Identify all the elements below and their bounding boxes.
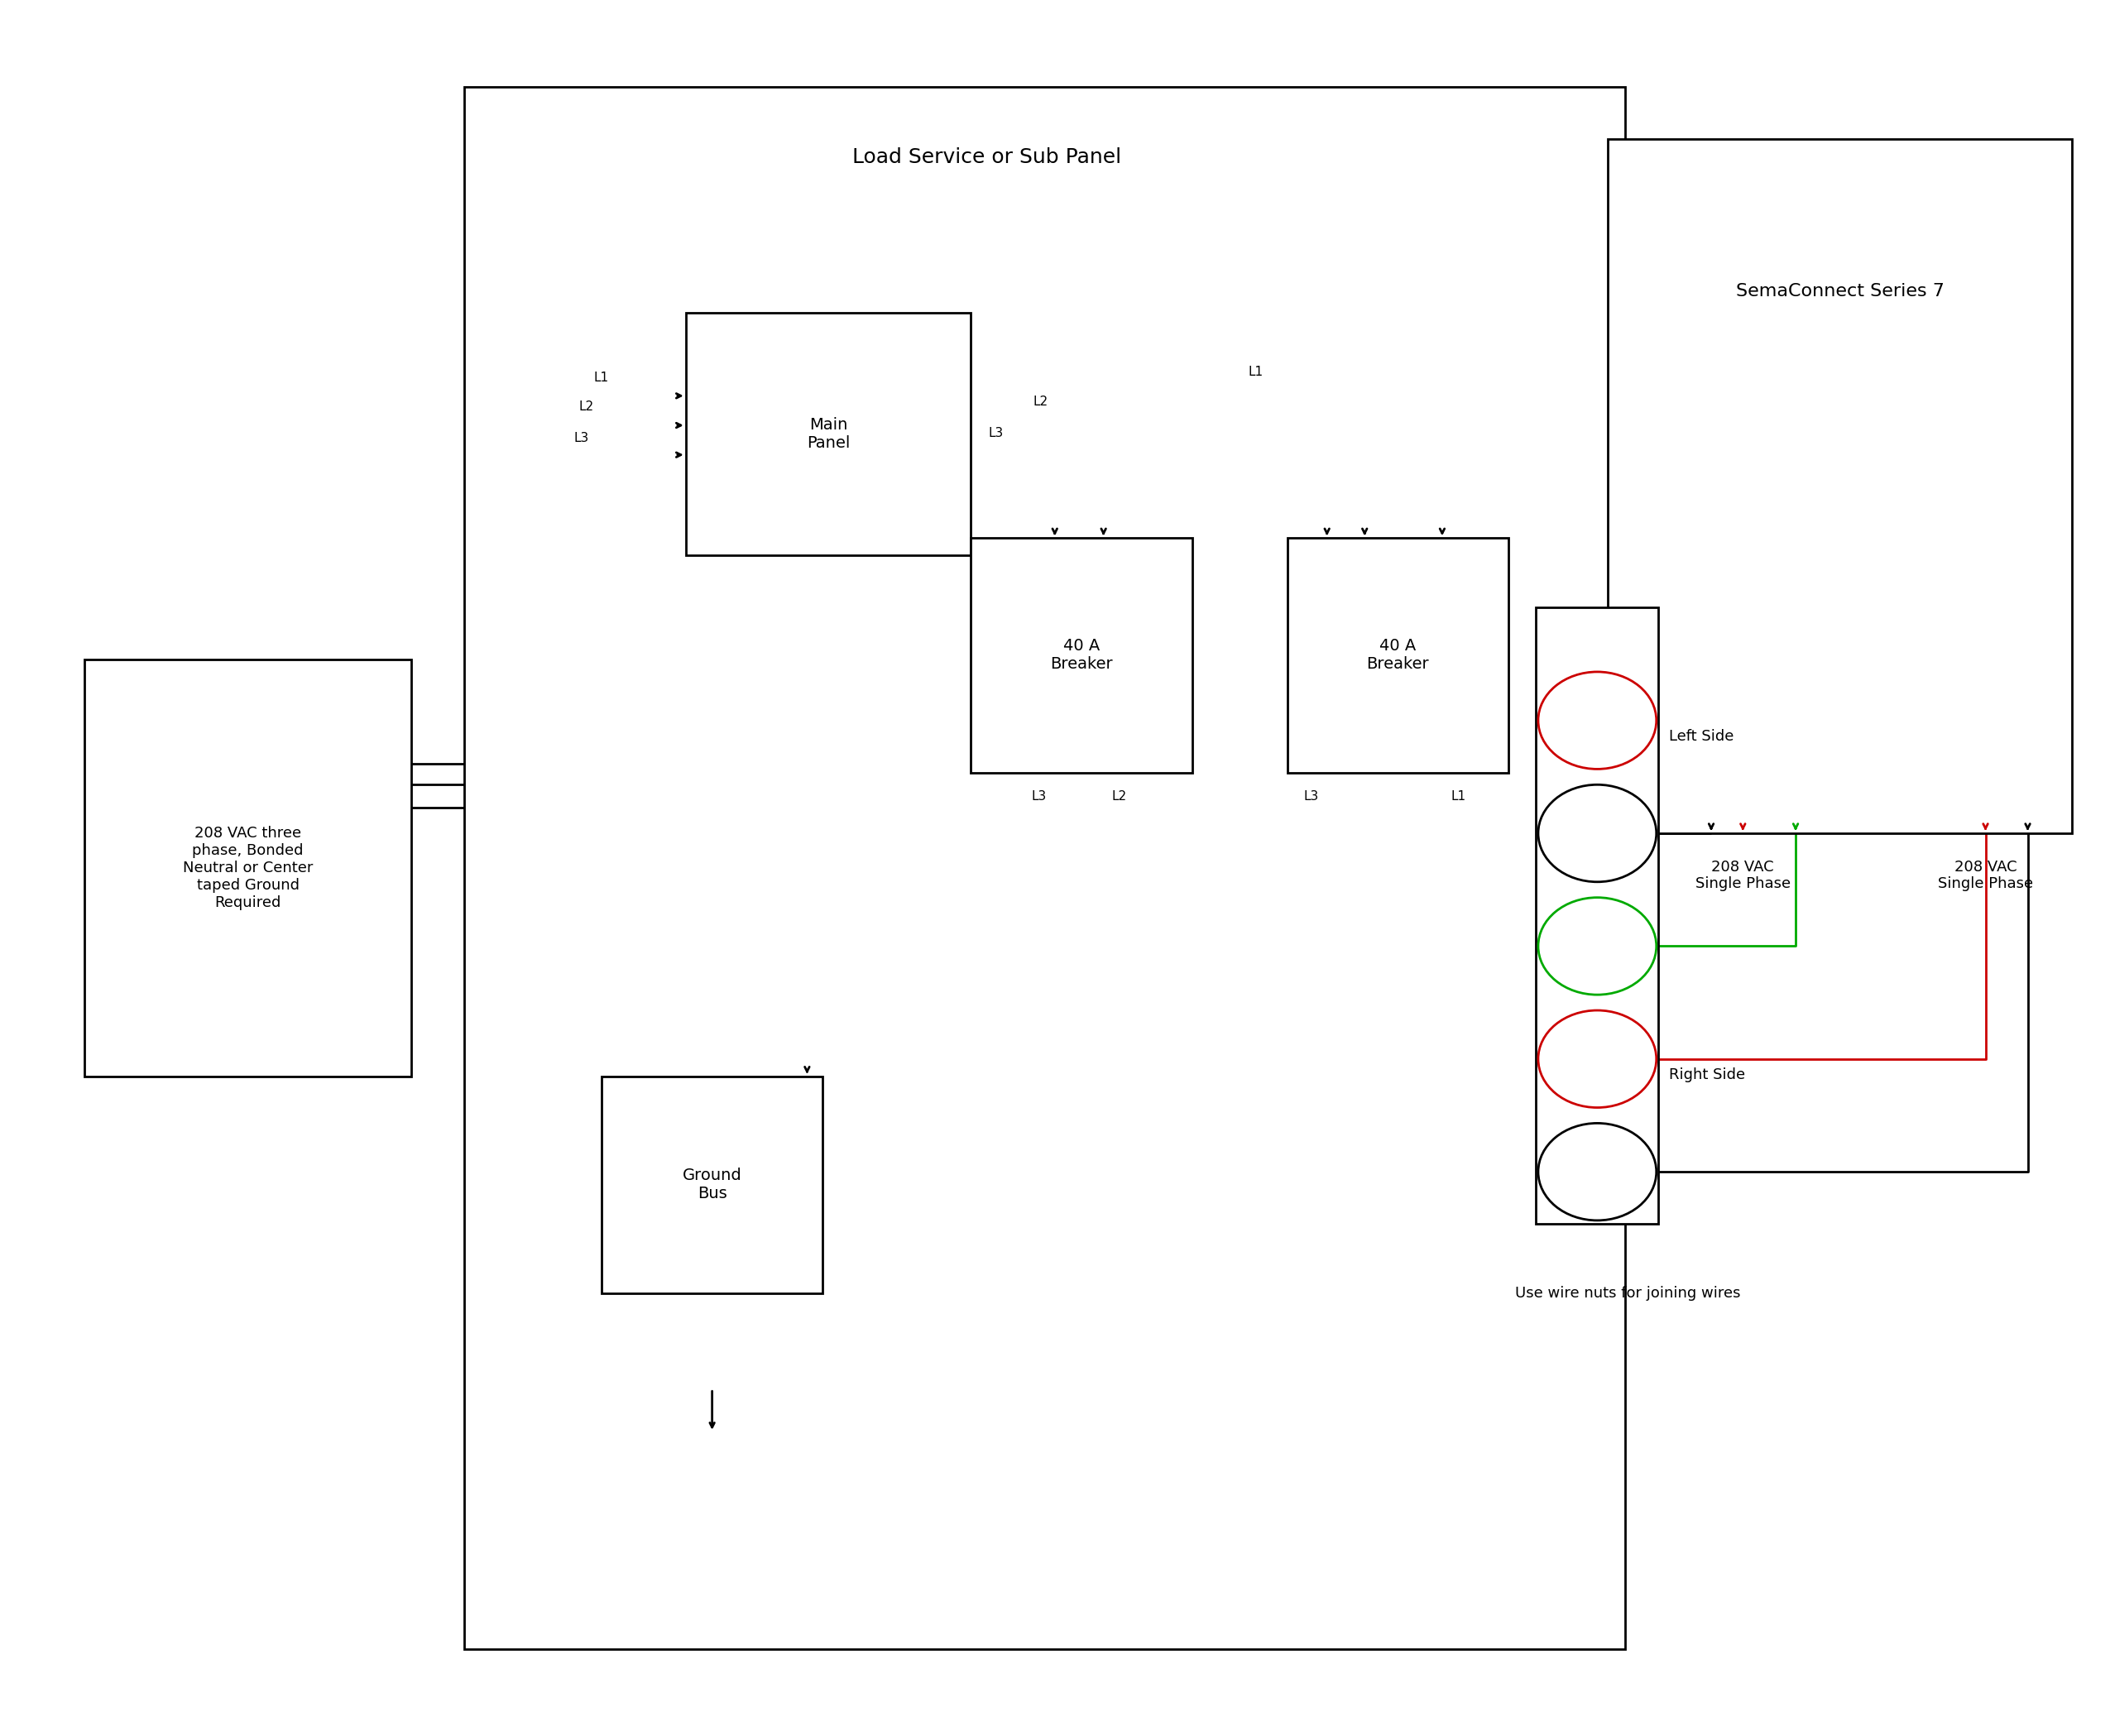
Text: L2: L2 xyxy=(1112,790,1127,802)
Text: 208 VAC three
phase, Bonded
Neutral or Center
taped Ground
Required: 208 VAC three phase, Bonded Neutral or C… xyxy=(184,826,312,910)
Text: L2: L2 xyxy=(578,401,595,413)
Circle shape xyxy=(1538,1123,1656,1220)
Bar xyxy=(971,538,1192,773)
Text: 208 VAC
Single Phase: 208 VAC Single Phase xyxy=(1937,859,2034,891)
Text: Ground
Bus: Ground Bus xyxy=(682,1168,743,1201)
Bar xyxy=(84,660,411,1076)
Text: SemaConnect Series 7: SemaConnect Series 7 xyxy=(1737,283,1943,300)
Text: L1: L1 xyxy=(1247,366,1264,378)
Text: Load Service or Sub Panel: Load Service or Sub Panel xyxy=(852,148,1120,167)
Text: 40 A
Breaker: 40 A Breaker xyxy=(1367,639,1428,672)
Text: 40 A
Breaker: 40 A Breaker xyxy=(1051,639,1112,672)
Circle shape xyxy=(1538,898,1656,995)
Text: L3: L3 xyxy=(1304,790,1319,802)
Circle shape xyxy=(1538,785,1656,882)
Text: L3: L3 xyxy=(987,427,1004,439)
Bar xyxy=(464,87,1625,1649)
Text: L1: L1 xyxy=(593,372,610,384)
Text: L2: L2 xyxy=(1032,396,1049,408)
Bar xyxy=(686,312,971,556)
Bar xyxy=(1287,538,1509,773)
Circle shape xyxy=(1538,1010,1656,1108)
Text: Right Side: Right Side xyxy=(1669,1068,1745,1083)
Text: 208 VAC
Single Phase: 208 VAC Single Phase xyxy=(1694,859,1791,891)
Text: L1: L1 xyxy=(1452,790,1466,802)
Bar xyxy=(601,1076,823,1293)
Text: L3: L3 xyxy=(574,432,589,444)
Bar xyxy=(1608,139,2072,833)
Circle shape xyxy=(1538,672,1656,769)
Bar xyxy=(1536,608,1658,1224)
Text: Left Side: Left Side xyxy=(1669,729,1734,745)
Text: L3: L3 xyxy=(1032,790,1047,802)
Text: Main
Panel: Main Panel xyxy=(806,417,850,451)
Text: Use wire nuts for joining wires: Use wire nuts for joining wires xyxy=(1515,1286,1741,1300)
